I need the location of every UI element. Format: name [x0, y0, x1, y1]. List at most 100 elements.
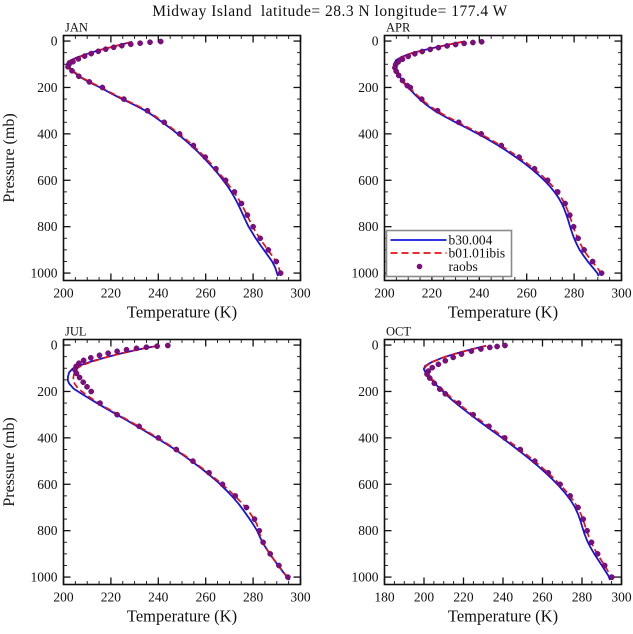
- raobs-dot: [544, 177, 551, 184]
- raobs-dot: [458, 351, 465, 357]
- raobs-dot: [276, 562, 282, 569]
- raobs-dot: [608, 574, 615, 580]
- raobs-dot: [176, 131, 183, 137]
- raobs-dot: [566, 212, 573, 218]
- panel-oct: OCT 180 200 220 240 260 280 300 0 200 400 600 800 100…: [352, 325, 632, 626]
- panel-jan: JAN 200 220 240 260 280 300 0 200 400 600 800 1000 Te…: [1, 21, 311, 322]
- raobs-dot: [257, 235, 264, 242]
- raobs-dot: [399, 56, 406, 63]
- raobs-dot: [531, 458, 538, 464]
- raobs-dot: [399, 77, 406, 84]
- raobs-dot: [238, 200, 245, 207]
- raobs-dot: [202, 154, 209, 160]
- y-tick-label: 800: [358, 523, 379, 538]
- series-b01-01ibis-line: [423, 344, 614, 581]
- raobs-dot: [222, 177, 229, 184]
- figure-title: Midway Island latitude= 28.3 N longitude…: [152, 3, 508, 20]
- y-tick-label: 400: [37, 430, 58, 445]
- raobs-dot: [114, 411, 120, 418]
- raobs-dot: [455, 400, 462, 406]
- raobs-dot: [75, 56, 82, 62]
- panel-month-label: APR: [386, 21, 411, 35]
- y-tick-label: 800: [37, 523, 58, 538]
- x-tick-label: 280: [243, 286, 264, 301]
- raobs-dot: [136, 423, 142, 430]
- raobs-dot: [285, 574, 291, 580]
- x-tick-label: 300: [290, 590, 311, 605]
- raobs-dot: [105, 350, 111, 357]
- y-tick-label: 400: [358, 126, 379, 141]
- raobs-dot: [190, 458, 196, 464]
- raobs-dot: [486, 423, 492, 430]
- raobs-dot: [478, 346, 484, 352]
- raobs-dot: [436, 386, 443, 392]
- y-tick-label: 1000: [352, 570, 379, 585]
- raobs-dot: [411, 50, 418, 57]
- raobs-dot: [243, 504, 250, 511]
- x-axis-title: Temperature (K): [127, 303, 237, 322]
- raobs-dot: [80, 379, 87, 386]
- raobs-dot: [468, 348, 475, 354]
- raobs-dot: [80, 357, 87, 364]
- raobs-dot: [567, 493, 573, 499]
- raobs-dot: [114, 348, 120, 355]
- raobs-dot: [273, 258, 280, 265]
- x-tick-label: 200: [53, 286, 74, 301]
- raobs-dot: [190, 142, 197, 149]
- raobs-dot: [84, 383, 90, 390]
- raobs-dot: [589, 258, 596, 265]
- y-tick-label: 600: [358, 477, 379, 492]
- plot-frame: [383, 338, 623, 586]
- raobs-dot: [87, 354, 94, 361]
- raobs-dot: [250, 223, 256, 230]
- raobs-dot: [598, 270, 605, 276]
- legend-label-b01-01ibis: b01.01ibis: [449, 246, 506, 261]
- x-tick-label: 240: [493, 590, 514, 605]
- x-tick-label: 200: [374, 286, 395, 301]
- raobs-dot: [427, 46, 434, 53]
- raobs-dot: [96, 352, 103, 359]
- raobs-dot: [123, 346, 130, 353]
- raobs-dot: [545, 469, 552, 476]
- raobs-dot: [110, 44, 117, 51]
- series-b30-004-line: [66, 344, 291, 581]
- raobs-dot: [81, 53, 88, 59]
- raobs-dot: [429, 364, 436, 371]
- raobs-dot: [452, 41, 459, 48]
- raobs-dot: [99, 84, 106, 91]
- x-tick-label: 280: [572, 590, 593, 605]
- raobs-dot: [76, 374, 83, 381]
- x-axis-title: Temperature (K): [448, 607, 558, 626]
- y-tick-label: 1000: [31, 570, 58, 585]
- raobs-dot: [97, 400, 103, 406]
- raobs-dot: [260, 539, 266, 546]
- x-tick-label: 260: [196, 590, 217, 605]
- raobs-dot: [557, 481, 563, 488]
- raobs-dot: [127, 41, 134, 48]
- raobs-dot: [65, 63, 71, 70]
- raobs-dot: [70, 58, 76, 65]
- raobs-dot: [531, 165, 538, 172]
- series-b30-004-line: [422, 344, 611, 581]
- raobs-dot: [580, 516, 587, 522]
- raobs-dot: [121, 96, 127, 102]
- y-tick-label: 200: [358, 384, 379, 399]
- raobs-dot: [601, 562, 608, 569]
- raobs-dot: [244, 212, 251, 218]
- raobs-dot: [155, 435, 162, 441]
- x-tick-label: 240: [469, 286, 490, 301]
- x-tick-label: 240: [148, 590, 169, 605]
- y-tick-label: 0: [51, 34, 58, 49]
- raobs-dot: [231, 189, 238, 195]
- x-tick-label: 300: [290, 286, 311, 301]
- y-tick-label: 1000: [352, 266, 379, 281]
- x-tick-label: 260: [517, 286, 538, 301]
- raobs-dot: [470, 39, 476, 46]
- raobs-dot: [442, 357, 449, 364]
- raobs-dot: [570, 223, 577, 230]
- raobs-dot: [173, 446, 180, 453]
- legend-dot-raobs: [416, 263, 423, 270]
- y-tick-label: 0: [372, 34, 379, 49]
